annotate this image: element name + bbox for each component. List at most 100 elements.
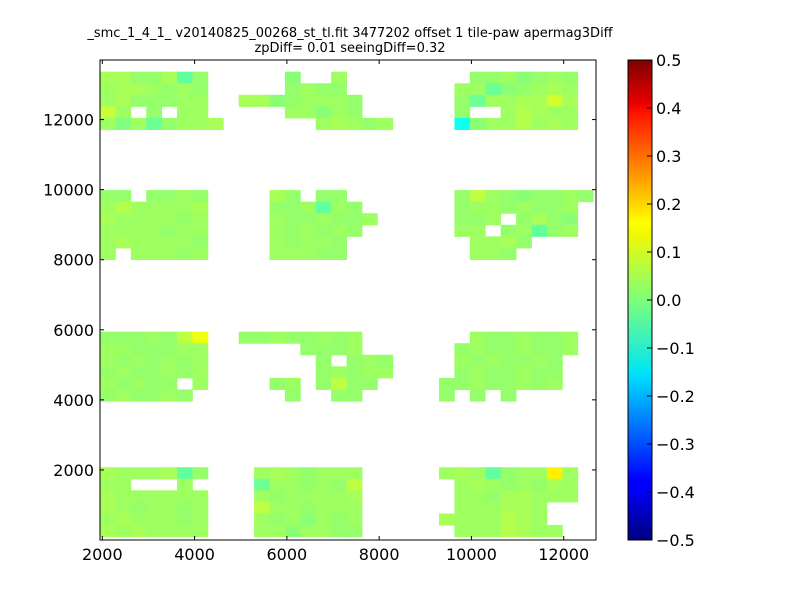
heatmap-cell xyxy=(686,236,702,248)
heatmap-cell xyxy=(546,377,563,390)
heatmap-cell xyxy=(100,117,116,131)
heatmap-cell xyxy=(346,366,363,379)
x-tick-label: 6000 xyxy=(267,545,308,564)
heatmap-cell xyxy=(254,467,270,480)
heatmap-cell xyxy=(485,478,502,491)
heatmap-cell xyxy=(686,95,702,107)
heatmap-cell xyxy=(100,106,116,119)
heatmap-cell xyxy=(115,117,132,131)
axes: 2000 4000 6000 8000 10000 12000 2000 4000 6000 80… xyxy=(43,60,596,564)
heatmap-cell xyxy=(254,501,270,515)
heatmap-cell xyxy=(254,513,270,526)
heatmap-cell xyxy=(115,331,132,344)
colorbar-tick-label: 0.1 xyxy=(656,243,681,262)
heatmap-cell xyxy=(516,525,532,538)
heatmap-cell xyxy=(238,94,255,107)
heatmap-cell xyxy=(269,525,286,538)
heatmap-cell xyxy=(469,478,486,491)
heatmap-cell xyxy=(331,83,347,96)
heatmap-cell xyxy=(130,224,147,237)
heatmap-cell xyxy=(346,478,363,491)
heatmap-cell xyxy=(192,213,209,226)
heatmap-cell xyxy=(115,354,132,367)
heatmap-cell xyxy=(146,513,163,526)
heatmap-cell xyxy=(546,331,563,344)
heatmap-cell xyxy=(500,94,517,107)
heatmap-cell xyxy=(361,377,378,390)
heatmap-cell xyxy=(161,513,178,526)
heatmap-cell xyxy=(377,117,394,131)
heatmap-cell xyxy=(177,247,193,260)
heatmap-cell xyxy=(300,213,317,226)
heatmap-cell xyxy=(300,525,317,538)
heatmap-cell xyxy=(146,71,163,84)
heatmap-cell xyxy=(562,94,579,107)
heatmap-cell xyxy=(485,377,502,390)
heatmap-cell xyxy=(500,224,517,237)
heatmap-cell xyxy=(577,190,594,203)
heatmap-cell xyxy=(516,366,532,379)
heatmap-cell xyxy=(100,247,116,260)
heatmap-cell xyxy=(485,354,502,367)
heatmap-cell xyxy=(454,201,471,214)
heatmap-cell xyxy=(130,117,147,131)
heatmap-cell xyxy=(546,478,563,491)
heatmap-cell xyxy=(315,190,332,203)
heatmap-cell xyxy=(146,94,163,107)
heatmap-cell xyxy=(130,83,147,96)
heatmap-cell xyxy=(469,201,486,214)
heatmap-cell xyxy=(686,225,702,237)
heatmap-cell xyxy=(269,490,286,503)
heatmap-cell xyxy=(500,117,517,131)
x-tick-label: 12000 xyxy=(538,545,589,564)
heatmap-cell xyxy=(161,525,178,538)
heatmap-cell xyxy=(531,525,548,538)
heatmap-cell xyxy=(130,331,147,344)
heatmap-cell xyxy=(686,190,702,202)
heatmap-cell xyxy=(469,224,486,237)
heatmap-cell xyxy=(331,94,347,107)
heatmap-cell xyxy=(655,513,671,525)
heatmap-cell xyxy=(284,201,301,214)
heatmap-cell xyxy=(269,236,286,249)
heatmap-cell xyxy=(192,354,209,367)
heatmap-cell xyxy=(192,366,209,379)
heatmap-cells xyxy=(100,71,717,538)
heatmap-cell xyxy=(115,513,132,526)
heatmap-cell xyxy=(146,354,163,367)
heatmap-cell xyxy=(500,501,517,515)
heatmap-cell xyxy=(115,366,132,379)
heatmap-cell xyxy=(315,377,332,390)
heatmap-cell xyxy=(331,389,347,402)
heatmap-cell xyxy=(130,236,147,249)
heatmap-cell xyxy=(192,513,209,526)
heatmap-cell xyxy=(454,501,471,515)
heatmap-cell xyxy=(115,490,132,503)
heatmap-cell xyxy=(500,247,517,260)
heatmap-cell xyxy=(284,525,301,538)
heatmap-cell xyxy=(115,377,132,390)
heatmap-cell xyxy=(670,366,686,378)
heatmap-cell xyxy=(516,83,532,96)
heatmap-cell xyxy=(562,224,579,237)
heatmap-cell xyxy=(177,106,193,119)
heatmap-cell xyxy=(146,501,163,515)
heatmap-cell xyxy=(115,236,132,249)
x-tick-label: 4000 xyxy=(174,545,215,564)
heatmap-cell xyxy=(161,71,178,84)
heatmap-cell xyxy=(516,490,532,503)
heatmap-cell xyxy=(500,478,517,491)
heatmap-cell xyxy=(701,225,717,237)
heatmap-cell xyxy=(361,117,378,131)
heatmap-cell xyxy=(146,213,163,226)
heatmap-cell xyxy=(469,467,486,480)
heatmap-cell xyxy=(284,190,301,203)
heatmap-cell xyxy=(346,490,363,503)
heatmap-cell xyxy=(331,366,347,379)
heatmap-cell xyxy=(377,366,394,379)
heatmap-cell xyxy=(516,467,532,480)
heatmap-cell xyxy=(469,331,486,344)
heatmap-cell xyxy=(100,354,116,367)
heatmap-cell xyxy=(469,117,486,131)
heatmap-cell xyxy=(130,501,147,515)
